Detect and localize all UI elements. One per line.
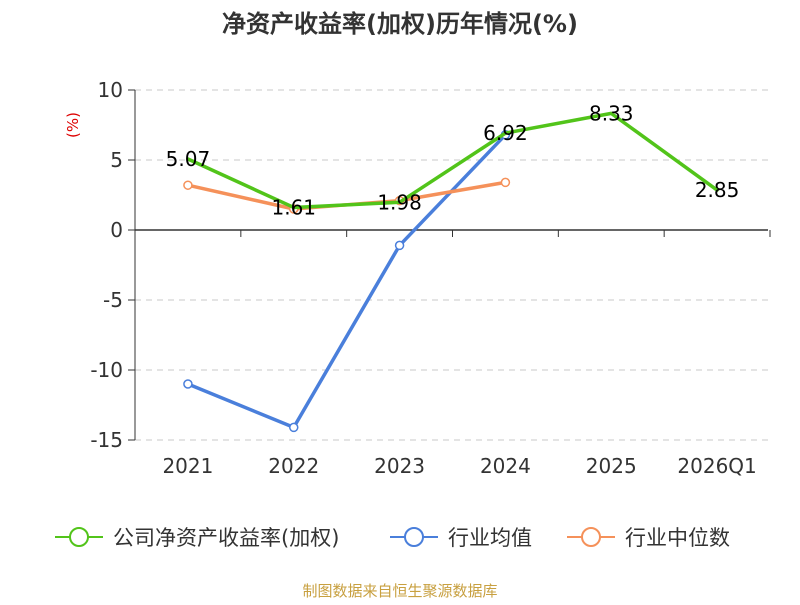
legend-swatch-marker (581, 527, 601, 547)
series-layer (183, 111, 719, 433)
legend-swatch-marker (69, 527, 89, 547)
series-line-1 (186, 133, 508, 430)
y-tick-label: 0 (110, 218, 123, 242)
series-point-2 (500, 177, 511, 188)
legend-label: 行业中位数 (625, 526, 730, 550)
series-point-1 (394, 240, 405, 251)
grid-layer (135, 89, 768, 441)
y-axis-label: (%) (64, 112, 82, 138)
y-tick-label: -15 (90, 428, 123, 452)
y-tick-label: 5 (110, 148, 123, 172)
x-tick-label: 2021 (162, 454, 213, 478)
data-label: 1.98 (377, 190, 422, 214)
axis-layer: 10 5 0 -5 -10 -15 2021 2022 2023 2024 2025 2026Q1 (90, 78, 771, 478)
x-tick-label: 2024 (480, 454, 531, 478)
series-line-0 (186, 111, 719, 210)
data-label: 2.85 (695, 178, 740, 202)
source-note: 制图数据来自恒生聚源数据库 (302, 582, 497, 600)
chart-title: 净资产收益率(加权)历年情况(%) (222, 10, 578, 38)
data-label: 5.07 (166, 147, 211, 171)
legend-swatch-marker (404, 527, 424, 547)
series-point-2 (183, 180, 193, 190)
series-point-1 (183, 379, 193, 389)
y-tick-label: -5 (103, 288, 123, 312)
series-point-1 (289, 422, 299, 433)
data-label: 8.33 (589, 101, 634, 125)
data-label: 1.61 (271, 195, 316, 219)
x-tick-label: 2022 (268, 454, 319, 478)
x-tick-label: 2023 (374, 454, 425, 478)
y-tick-label: -10 (90, 358, 123, 382)
legend-label: 公司净资产收益率(加权) (113, 526, 339, 550)
legend-label: 行业均值 (448, 526, 532, 550)
x-tick-label: 2025 (586, 454, 637, 478)
y-tick-label: 10 (98, 78, 123, 102)
legend: 公司净资产收益率(加权) 行业均值 行业中位数 (55, 526, 730, 550)
data-label-layer: 5.07 1.61 1.98 6.92 8.33 2.85 (166, 101, 740, 219)
x-tick-label: 2026Q1 (677, 454, 756, 478)
data-label: 6.92 (483, 121, 528, 145)
